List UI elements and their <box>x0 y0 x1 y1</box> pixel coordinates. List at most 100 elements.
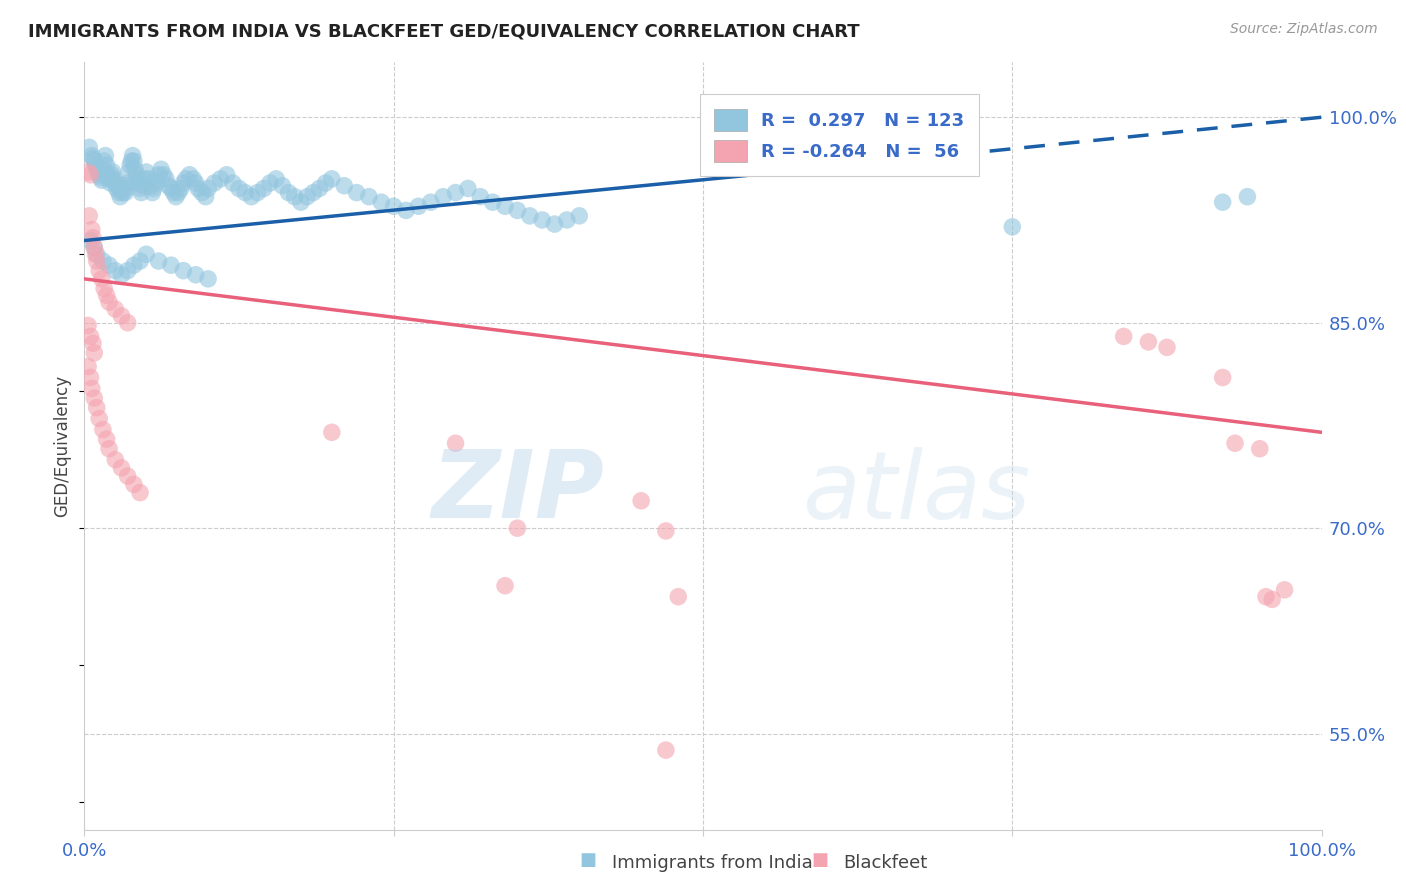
Point <box>253 181 276 195</box>
Point <box>1261 592 1284 607</box>
Point <box>419 195 441 210</box>
Point <box>96 288 118 302</box>
Point <box>191 186 214 200</box>
Point <box>89 170 111 185</box>
Y-axis label: GED/Equivalency: GED/Equivalency <box>53 375 72 517</box>
Point <box>174 172 197 186</box>
Point <box>118 165 141 179</box>
Point <box>246 186 269 200</box>
Point <box>145 176 167 190</box>
Point <box>80 381 103 395</box>
Point <box>110 309 132 323</box>
Point <box>129 181 152 195</box>
Point <box>90 173 112 187</box>
Point <box>79 370 101 384</box>
Point <box>117 263 139 277</box>
Point <box>1112 329 1135 343</box>
Point <box>1137 334 1160 349</box>
Point <box>115 181 138 195</box>
Point <box>259 176 281 190</box>
Point <box>83 240 105 254</box>
Point <box>129 485 152 500</box>
Point <box>104 301 127 316</box>
Point <box>408 199 430 213</box>
Point <box>117 469 139 483</box>
Point <box>172 176 194 190</box>
Point <box>86 161 108 175</box>
Point <box>121 148 143 162</box>
Point <box>1212 370 1234 384</box>
Point <box>91 423 114 437</box>
Point <box>91 254 114 268</box>
Point <box>1249 442 1271 456</box>
Point <box>89 411 111 425</box>
Point <box>79 234 101 248</box>
Point <box>346 186 368 200</box>
Point <box>1274 582 1296 597</box>
Point <box>112 178 135 193</box>
Point <box>79 209 101 223</box>
Point <box>96 158 118 172</box>
Point <box>655 743 678 757</box>
Point <box>127 172 149 186</box>
Point <box>104 452 127 467</box>
Point <box>79 329 101 343</box>
Point <box>155 172 177 186</box>
Point <box>84 158 107 172</box>
Point <box>531 213 554 227</box>
Point <box>357 190 380 204</box>
Point <box>110 268 132 282</box>
Point <box>110 461 132 475</box>
Point <box>444 186 467 200</box>
Point <box>128 176 150 190</box>
Point <box>481 195 503 210</box>
Point <box>124 162 146 177</box>
Point <box>160 181 183 195</box>
Point <box>94 148 117 162</box>
Point <box>157 178 180 193</box>
Point <box>470 190 492 204</box>
Point <box>104 176 127 190</box>
Point <box>228 181 250 195</box>
Point <box>432 190 454 204</box>
Point <box>543 217 565 231</box>
Point <box>141 178 163 193</box>
Point <box>86 254 108 268</box>
Point <box>315 176 337 190</box>
Point <box>321 425 343 440</box>
Point <box>117 176 139 190</box>
Point <box>122 154 145 169</box>
Point <box>1236 190 1258 204</box>
Point <box>333 178 356 193</box>
Point <box>181 172 204 186</box>
Text: Blackfeet: Blackfeet <box>844 855 928 872</box>
Point <box>382 199 405 213</box>
Point <box>215 168 238 182</box>
Point <box>395 203 418 218</box>
Point <box>79 168 101 182</box>
Point <box>77 359 100 374</box>
Text: Source: ZipAtlas.com: Source: ZipAtlas.com <box>1230 22 1378 37</box>
Point <box>91 162 114 177</box>
Point <box>142 181 165 195</box>
Point <box>96 432 118 446</box>
Point <box>129 186 152 200</box>
Point <box>148 168 170 182</box>
Point <box>117 316 139 330</box>
Point <box>184 176 207 190</box>
Point <box>264 172 287 186</box>
Point <box>277 186 299 200</box>
Point <box>519 209 541 223</box>
Point <box>82 231 104 245</box>
Point <box>506 203 529 218</box>
Point <box>103 172 125 186</box>
Legend: R =  0.297   N = 123, R = -0.264   N =  56: R = 0.297 N = 123, R = -0.264 N = 56 <box>700 95 979 177</box>
Point <box>160 258 183 272</box>
Point <box>111 186 134 200</box>
Point <box>107 178 129 193</box>
Point <box>98 172 121 186</box>
Point <box>233 186 256 200</box>
Point <box>150 162 173 177</box>
Point <box>105 181 128 195</box>
Point <box>131 178 153 193</box>
